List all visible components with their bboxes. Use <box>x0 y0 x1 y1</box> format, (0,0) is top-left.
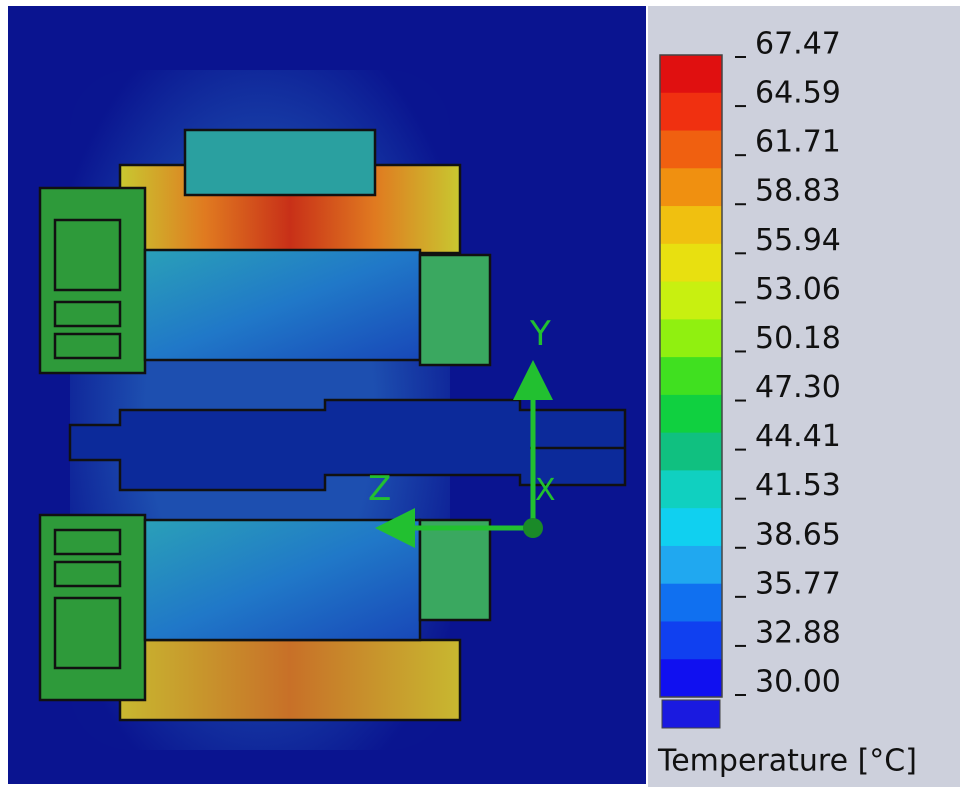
tick-label: 44.41 <box>755 419 841 454</box>
axis-label: Z <box>368 469 391 509</box>
colorbar-band <box>660 206 722 244</box>
colorbar-band <box>660 319 722 357</box>
tick-label: 64.59 <box>755 76 841 111</box>
tick-label: 58.83 <box>755 174 841 209</box>
colorbar-swatch <box>662 700 720 728</box>
tick-label: 50.18 <box>755 321 841 356</box>
colorbar-band <box>660 470 722 508</box>
legend: 67.47 64.59 61.71 58.83 55.94 53.06 50.18 47.30… <box>648 6 960 787</box>
colorbar-band <box>660 168 722 206</box>
tick-label: 67.47 <box>755 27 841 62</box>
colorbar-band <box>660 584 722 622</box>
tick-label: 38.65 <box>755 517 841 552</box>
tick-label: 47.30 <box>755 370 841 405</box>
legend-title: Temperature [°C] <box>657 744 917 779</box>
screenshot: Y Z X 67.47 64.59 61.71 58.83 55.94 53.06 50.1… <box>0 0 960 787</box>
tick-label: 32.88 <box>755 615 841 650</box>
colorbar-band <box>660 131 722 169</box>
colorbar-band <box>660 395 722 433</box>
colorbar-band <box>660 357 722 395</box>
tick-label: 55.94 <box>755 223 841 258</box>
colorbar-band <box>660 282 722 320</box>
colorbar-band <box>660 621 722 659</box>
tick-label: 35.77 <box>755 566 841 601</box>
colorbar-band <box>660 546 722 584</box>
axis-label: Y <box>529 314 551 354</box>
colorbar-band <box>660 433 722 471</box>
colorbar-band <box>660 508 722 546</box>
viewport: Y Z X <box>8 6 646 784</box>
colorbar-band <box>660 659 722 697</box>
tick-label: 41.53 <box>755 468 841 503</box>
tick-label: 30.00 <box>755 665 841 700</box>
axis-label: X <box>535 473 556 508</box>
colorbar-band <box>660 55 722 93</box>
tick-label: 53.06 <box>755 272 841 307</box>
colorbar-band <box>660 244 722 282</box>
tick-label: 61.71 <box>755 125 841 160</box>
colorbar-band <box>660 93 722 131</box>
